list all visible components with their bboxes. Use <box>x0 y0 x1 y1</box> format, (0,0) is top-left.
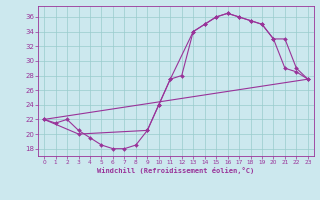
X-axis label: Windchill (Refroidissement éolien,°C): Windchill (Refroidissement éolien,°C) <box>97 167 255 174</box>
